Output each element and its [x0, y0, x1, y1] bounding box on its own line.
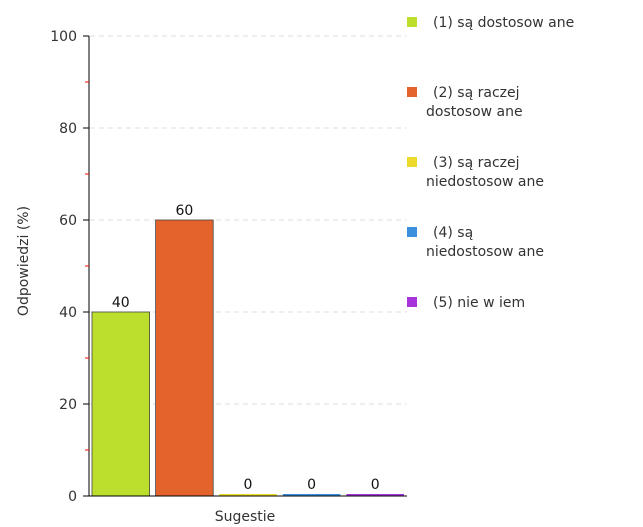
- y-tick-label: 80: [59, 121, 77, 137]
- bar: [346, 494, 404, 496]
- y-tick-label: 20: [59, 397, 77, 413]
- legend-item: (3) są raczej niedostosow ane: [407, 155, 544, 190]
- data-label: 0: [244, 477, 253, 493]
- legend-item: (2) są raczej dostosow ane: [407, 85, 523, 120]
- y-tick-label: 0: [68, 489, 77, 505]
- data-labels: 40 60 0 0 0: [112, 203, 380, 493]
- data-label: 0: [371, 477, 380, 493]
- y-axis-title: Odpowiedzi (%): [16, 206, 32, 316]
- data-label: 40: [112, 295, 130, 311]
- legend-swatch: [407, 157, 417, 167]
- data-label: 0: [307, 477, 316, 493]
- legend-label: niedostosow ane: [426, 244, 544, 260]
- legend-label: (3) są raczej: [433, 155, 520, 171]
- bar: [282, 494, 341, 496]
- legend-label: niedostosow ane: [426, 174, 544, 190]
- legend-swatch: [407, 87, 417, 97]
- legend-item: (1) są dostosow ane: [407, 15, 574, 31]
- legend-label: (2) są raczej: [433, 85, 520, 101]
- data-label: 60: [175, 203, 193, 219]
- legend-label: (4) są: [433, 225, 473, 241]
- bars: [91, 219, 404, 497]
- y-tick-labels: 0 20 40 60 80 100: [50, 29, 77, 505]
- legend-label: dostosow ane: [426, 104, 523, 120]
- y-tick-label: 100: [50, 29, 77, 45]
- legend-swatch: [407, 17, 417, 27]
- gridlines: [90, 35, 407, 405]
- axes: [83, 35, 407, 497]
- bar: [91, 311, 150, 497]
- legend-label: (5) nie w iem: [433, 295, 525, 311]
- y-tick-label: 40: [59, 305, 77, 321]
- legend-label: (1) są dostosow ane: [433, 15, 574, 31]
- bar: [155, 219, 214, 497]
- y-tick-label: 60: [59, 213, 77, 229]
- legend-swatch: [407, 227, 417, 237]
- legend: (1) są dostosow ane (2) są raczej dostosow…: [407, 15, 574, 311]
- legend-swatch: [407, 297, 417, 307]
- x-axis-title: Sugestie: [215, 509, 276, 525]
- legend-item: (5) nie w iem: [407, 295, 525, 311]
- legend-item: (4) są niedostosow ane: [407, 225, 544, 260]
- bar: [219, 494, 277, 496]
